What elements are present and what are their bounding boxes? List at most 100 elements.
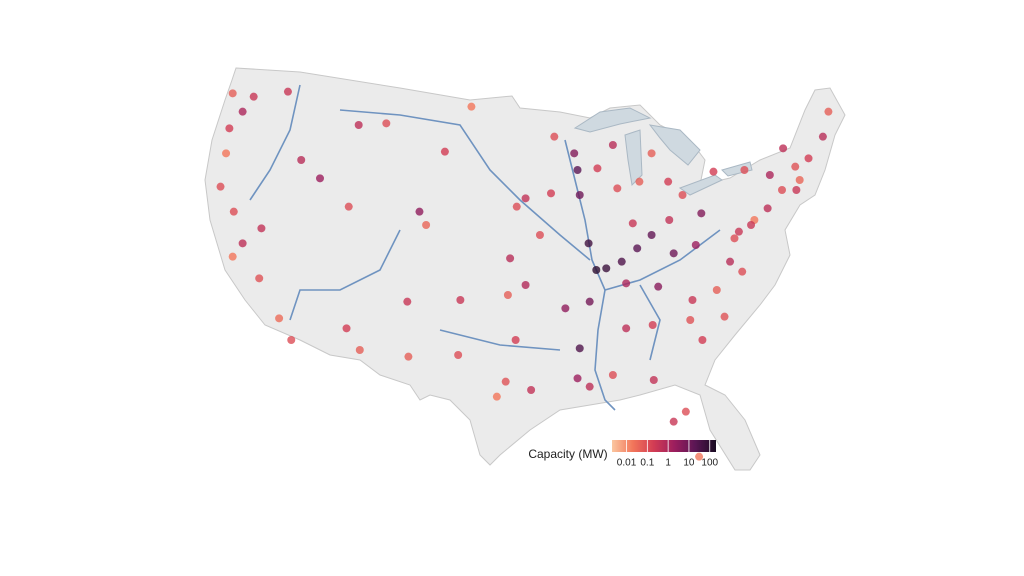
plant-point [344,202,353,211]
plant-point [664,177,673,186]
plant-point [354,121,363,129]
plant-point [695,452,704,461]
plant-point [791,162,800,171]
plant-point [415,207,424,216]
plant-point [297,156,306,164]
plant-point [238,239,247,248]
plant-point [228,252,237,261]
plant-point [382,119,391,128]
plant-point [602,264,611,273]
plant-point [698,336,707,344]
plant-point [422,221,431,229]
plant-point [512,202,521,211]
plant-point [503,291,512,299]
plant-point [665,216,674,224]
plant-point [649,376,658,384]
plant-point [730,234,739,243]
plant-point [228,89,237,98]
plant-point [648,321,657,329]
plant-point [697,209,706,218]
plant-point [778,186,786,194]
plant-point [585,382,594,391]
plant-point [575,344,584,353]
plant-point [222,149,231,158]
plant-point [647,149,656,158]
plant-point [647,231,656,239]
plant-point [257,224,266,233]
plant-point [506,254,515,263]
plant-point [765,171,774,179]
plant-point [573,166,582,174]
plant-point [454,351,463,359]
great-lakes [573,107,753,196]
plant-point [592,266,601,274]
plant-point [511,336,520,344]
plant-point [467,102,476,111]
plant-point [501,377,510,386]
plant-point [585,297,594,306]
colorbar-tick-label: 0.01 [617,458,637,469]
plant-point [669,249,678,258]
plant-point [456,296,465,304]
plant-point [804,154,813,163]
plant-point [550,132,559,141]
plant-point [316,174,324,183]
plant-point [740,166,749,174]
plant-point [622,279,631,288]
plant-point [593,164,602,173]
plant-point [635,177,644,186]
plant-point [570,149,579,158]
plant-point [342,324,351,333]
plant-point [238,107,247,116]
plant-point [779,144,788,153]
plant-point [824,107,833,116]
plant-point [613,184,622,193]
rivers [249,84,721,411]
plant-point [654,282,663,291]
plant-point [573,374,582,383]
plant-point [691,241,700,249]
plant-point [678,191,687,199]
plant-point [726,257,735,266]
plant-point [633,244,642,253]
plant-point [818,132,827,141]
plant-point [734,227,743,236]
plant-point [283,87,292,96]
plant-point [255,274,264,283]
plant-point [608,141,617,149]
legend-title: Capacity (MW) [528,447,607,461]
colorbar-tick-label: 100 [701,458,718,469]
plant-point [521,194,530,203]
plant-point [738,267,747,276]
plant-point [355,346,364,354]
plant-point [521,281,530,289]
plant-point [547,189,555,198]
colorbar-tick-label: 1 [665,458,671,469]
us-outline [204,67,846,471]
plant-point [229,207,238,216]
plant-point [617,257,626,266]
plant-point [622,324,631,333]
plant-point [608,371,617,379]
colorbar [612,440,716,452]
plant-point [575,191,584,199]
plant-point [287,336,296,344]
plant-point [688,296,697,304]
plant-point [763,204,772,213]
plant-point [561,304,570,313]
plant-point [535,231,544,239]
colorbar-tick-label: 10 [683,458,695,469]
plant-point [404,352,413,361]
plant-point [709,167,718,176]
plant-point [225,124,234,133]
plant-point [669,417,678,426]
plant-point [403,297,412,306]
plant-point [275,314,284,323]
plant-point [249,92,258,101]
plant-point [527,386,536,394]
plant-point [795,176,804,184]
plant-point [747,221,756,229]
plant-point [584,239,593,248]
plant-point [216,182,225,191]
